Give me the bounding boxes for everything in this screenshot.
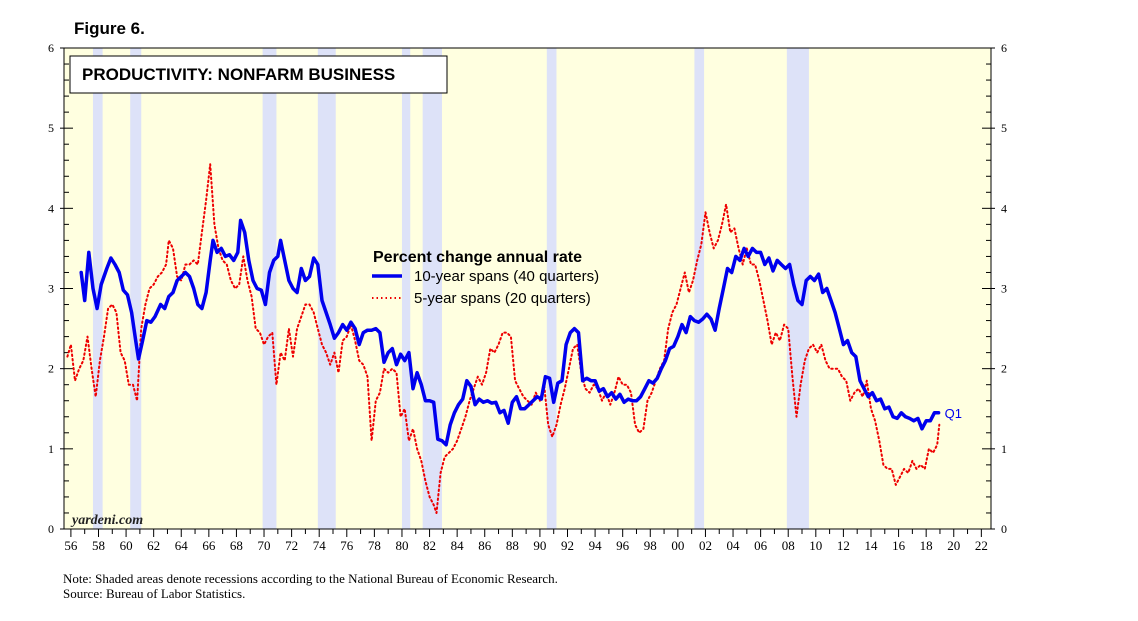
source-text: Source: Bureau of Labor Statistics. (63, 586, 246, 601)
x-tick-label: 94 (589, 538, 603, 553)
x-tick-label: 62 (147, 538, 160, 553)
x-tick-label: 16 (892, 538, 906, 553)
recession-band (786, 48, 809, 529)
y-tick-label-right: 4 (1001, 201, 1007, 215)
series-line-10yr (79, 218, 941, 447)
note-text: Note: Shaded areas denote recessions acc… (63, 571, 558, 586)
x-tick-label: 10 (809, 538, 822, 553)
y-tick-label-right: 5 (1001, 121, 1007, 135)
recession-band (422, 48, 442, 529)
figure-label: Figure 6. (74, 19, 145, 38)
x-tick-label: 92 (561, 538, 574, 553)
plot-background (64, 48, 991, 529)
x-tick-label: 12 (837, 538, 850, 553)
x-tick-label: 96 (616, 538, 630, 553)
recession-band (401, 48, 411, 529)
x-tick-label: 74 (313, 538, 327, 553)
y-tick-label-right: 6 (1001, 41, 1007, 55)
x-tick-label: 68 (230, 538, 243, 553)
x-tick-label: 82 (423, 538, 436, 553)
chart-title-box: PRODUCTIVITY: NONFARM BUSINESS (69, 55, 448, 94)
x-tick-label: 60 (120, 538, 133, 553)
chart-notes: Note: Shaded areas denote recessions acc… (63, 571, 558, 601)
recession-band (262, 48, 277, 529)
y-tick-label-left: 1 (48, 442, 54, 456)
recession-band (317, 48, 336, 529)
y-tick-label-right: 3 (1001, 282, 1007, 296)
x-tick-label: 98 (644, 538, 657, 553)
x-tick-label: 76 (340, 538, 354, 553)
y-tick-label-left: 3 (48, 282, 54, 296)
x-tick-label: 90 (533, 538, 546, 553)
x-tick-label: 20 (947, 538, 960, 553)
x-tick-label: 64 (175, 538, 189, 553)
legend-label-10yr: 10-year spans (40 quarters) (414, 268, 599, 285)
series-lines (66, 163, 941, 514)
y-tick-label-right: 2 (1001, 362, 1007, 376)
axis-ticks: 0 01 12 23 34 45 56 656 58 60 62 64 66 68 70 72 74 76 78 80… (48, 41, 1007, 553)
x-tick-label: 22 (975, 538, 988, 553)
y-tick-label-left: 5 (48, 121, 54, 135)
y-tick-label-left: 0 (48, 522, 54, 536)
x-tick-label: 04 (727, 538, 741, 553)
x-tick-label: 58 (92, 538, 105, 553)
y-tick-label-right: 0 (1001, 522, 1007, 536)
x-tick-label: 80 (395, 538, 408, 553)
x-tick-label: 14 (864, 538, 878, 553)
y-tick-label-right: 1 (1001, 442, 1007, 456)
y-tick-label-left: 2 (48, 362, 54, 376)
legend-title: Percent change annual rate (373, 249, 582, 266)
recession-band (694, 48, 705, 529)
x-tick-label: 18 (920, 538, 933, 553)
recession-band (546, 48, 557, 529)
y-tick-label-left: 4 (48, 201, 54, 215)
legend-label-5yr: 5-year spans (20 quarters) (414, 290, 591, 307)
x-tick-label: 00 (671, 538, 684, 553)
x-tick-label: 84 (451, 538, 465, 553)
series-line-5yr (66, 163, 941, 514)
x-tick-label: 08 (782, 538, 795, 553)
x-tick-label: 86 (478, 538, 492, 553)
x-tick-label: 88 (506, 538, 519, 553)
x-tick-label: 02 (699, 538, 712, 553)
productivity-chart: 0 01 12 23 34 45 56 656 58 60 62 64 66 68 70 72 74 76 78 80… (48, 41, 1007, 553)
x-tick-label: 06 (754, 538, 768, 553)
x-tick-label: 70 (258, 538, 271, 553)
x-tick-label: 66 (202, 538, 216, 553)
x-tick-label: 78 (368, 538, 381, 553)
chart-title: PRODUCTIVITY: NONFARM BUSINESS (82, 65, 395, 84)
x-tick-label: 56 (64, 538, 78, 553)
watermark: yardeni.com (70, 513, 143, 528)
recession-band (92, 48, 103, 529)
legend: Percent change annual rate 10-year spans… (372, 249, 599, 307)
plot-frame (63, 47, 992, 530)
x-tick-label: 72 (285, 538, 298, 553)
q1-label: Q1 (945, 406, 962, 421)
recession-band (130, 48, 142, 529)
y-tick-label-left: 6 (48, 41, 54, 55)
recession-bands (92, 48, 809, 529)
